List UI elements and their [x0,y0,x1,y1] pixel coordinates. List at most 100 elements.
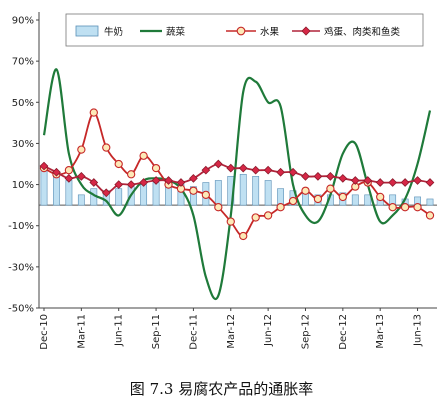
y-tick-label: 50% [12,98,34,109]
point-fruit [102,143,111,152]
point-eggs-meat-fish [176,178,186,187]
y-tick-label: 30% [12,139,34,150]
y-tick-label: -30% [8,262,34,273]
chart-svg: 90% 70% 50% 30% 10% -10% -30% -50% Dec-10 Mar-11 J… [8,12,437,350]
x-tick-label: Dec-12 [338,314,349,350]
point-fruit [64,166,74,175]
point-fruit [127,170,136,179]
series-line-vegetables [42,68,432,301]
point-fruit [214,203,223,212]
point-eggs-meat-fish [126,180,136,189]
point-eggs-meat-fish [338,174,348,183]
x-tick-label: Dec-10 [39,314,50,350]
point-eggs-meat-fish [400,178,410,187]
y-tick-label: 90% [12,16,34,27]
y-tick-label: -10% [8,221,34,232]
point-fruit [288,196,298,206]
point-fruit [301,186,310,195]
x-tick-label: Jun-11 [114,314,125,347]
point-fruit [263,211,273,220]
point-eggs-meat-fish [313,171,323,181]
x-tick-label: Sep-12 [300,314,311,349]
point-eggs-meat-fish [64,174,74,183]
point-eggs-meat-fish [39,161,49,171]
legend-label-vegetables: 蔬菜 [166,26,186,38]
point-fruit [376,192,385,202]
x-tick-label: Sep-11 [151,314,162,349]
point-fruit [413,203,422,212]
legend-label-milk: 牛奶 [104,26,123,38]
point-eggs-meat-fish [326,171,335,181]
bar-milk [364,194,372,206]
bar-milk [252,176,260,206]
point-eggs-meat-fish [213,159,223,169]
legend-swatch-eggs-marker [301,26,311,36]
point-fruit [89,108,98,117]
legend-swatch-milk [75,25,99,37]
point-fruit [114,159,123,169]
bar-milk [264,180,272,206]
point-eggs-meat-fish [139,178,148,187]
point-eggs-meat-fish [164,176,173,185]
figure-caption: 图 7.3 易腐农产品的通胀率 [129,380,314,398]
bar-milk [239,173,247,206]
point-eggs-meat-fish [263,165,273,175]
point-fruit [239,231,248,241]
y-tick-label: 10% [12,180,34,191]
bar-milk [152,182,160,206]
series-line-eggs-meat-fish [43,163,431,194]
point-fruit [326,184,335,193]
point-eggs-meat-fish [114,180,124,189]
x-tick-label: Dec-11 [188,314,199,350]
point-eggs-meat-fish [101,188,111,198]
point-eggs-meat-fish [350,176,360,185]
legend-label-fruit: 水果 [260,26,280,38]
point-eggs-meat-fish [201,165,211,175]
point-fruit [251,213,260,222]
bar-milk [426,198,434,206]
bar-milk [115,188,123,206]
point-eggs-meat-fish [76,171,86,181]
point-fruit [388,203,397,212]
point-fruit [338,192,347,202]
point-fruit [151,163,161,173]
legend-label-eggs-meat-fish: 鸡蛋、肉类和鱼类 [324,26,401,38]
point-fruit [201,190,211,200]
point-eggs-meat-fish [238,163,248,173]
point-eggs-meat-fish [288,167,298,177]
x-tick-label: Jun-13 [413,314,424,347]
point-fruit [226,217,235,226]
bar-milk [65,180,73,206]
y-tick-label: -50% [8,304,34,315]
y-tick-label: 70% [12,57,34,68]
point-fruit [139,151,148,160]
x-tick-label: Mar-11 [76,314,87,349]
bar-milk [277,188,284,206]
point-eggs-meat-fish [226,163,236,173]
point-eggs-meat-fish [276,167,285,177]
legend: 牛奶 蔬菜 水果 鸡蛋、肉类和鱼类 [65,13,424,47]
point-fruit [276,203,285,212]
point-eggs-meat-fish [301,171,310,181]
point-fruit [189,186,198,195]
x-tick-label: Mar-13 [375,314,386,349]
point-eggs-meat-fish [375,178,385,187]
bar-milk [214,180,222,206]
bar-milk [351,194,359,206]
point-eggs-meat-fish [251,165,261,175]
x-tick-label: Mar-12 [226,314,237,349]
point-eggs-meat-fish [413,176,422,185]
point-fruit [425,211,435,220]
legend-swatch-fruit-marker [236,26,246,36]
point-eggs-meat-fish [189,174,198,183]
series-line-fruit [43,111,431,237]
point-fruit [77,145,86,154]
bar-milk [77,194,85,206]
point-eggs-meat-fish [89,178,99,187]
point-eggs-meat-fish [388,178,398,187]
point-fruit [313,194,323,204]
point-eggs-meat-fish [151,176,161,185]
point-fruit [400,203,410,212]
point-eggs-meat-fish [363,176,373,185]
